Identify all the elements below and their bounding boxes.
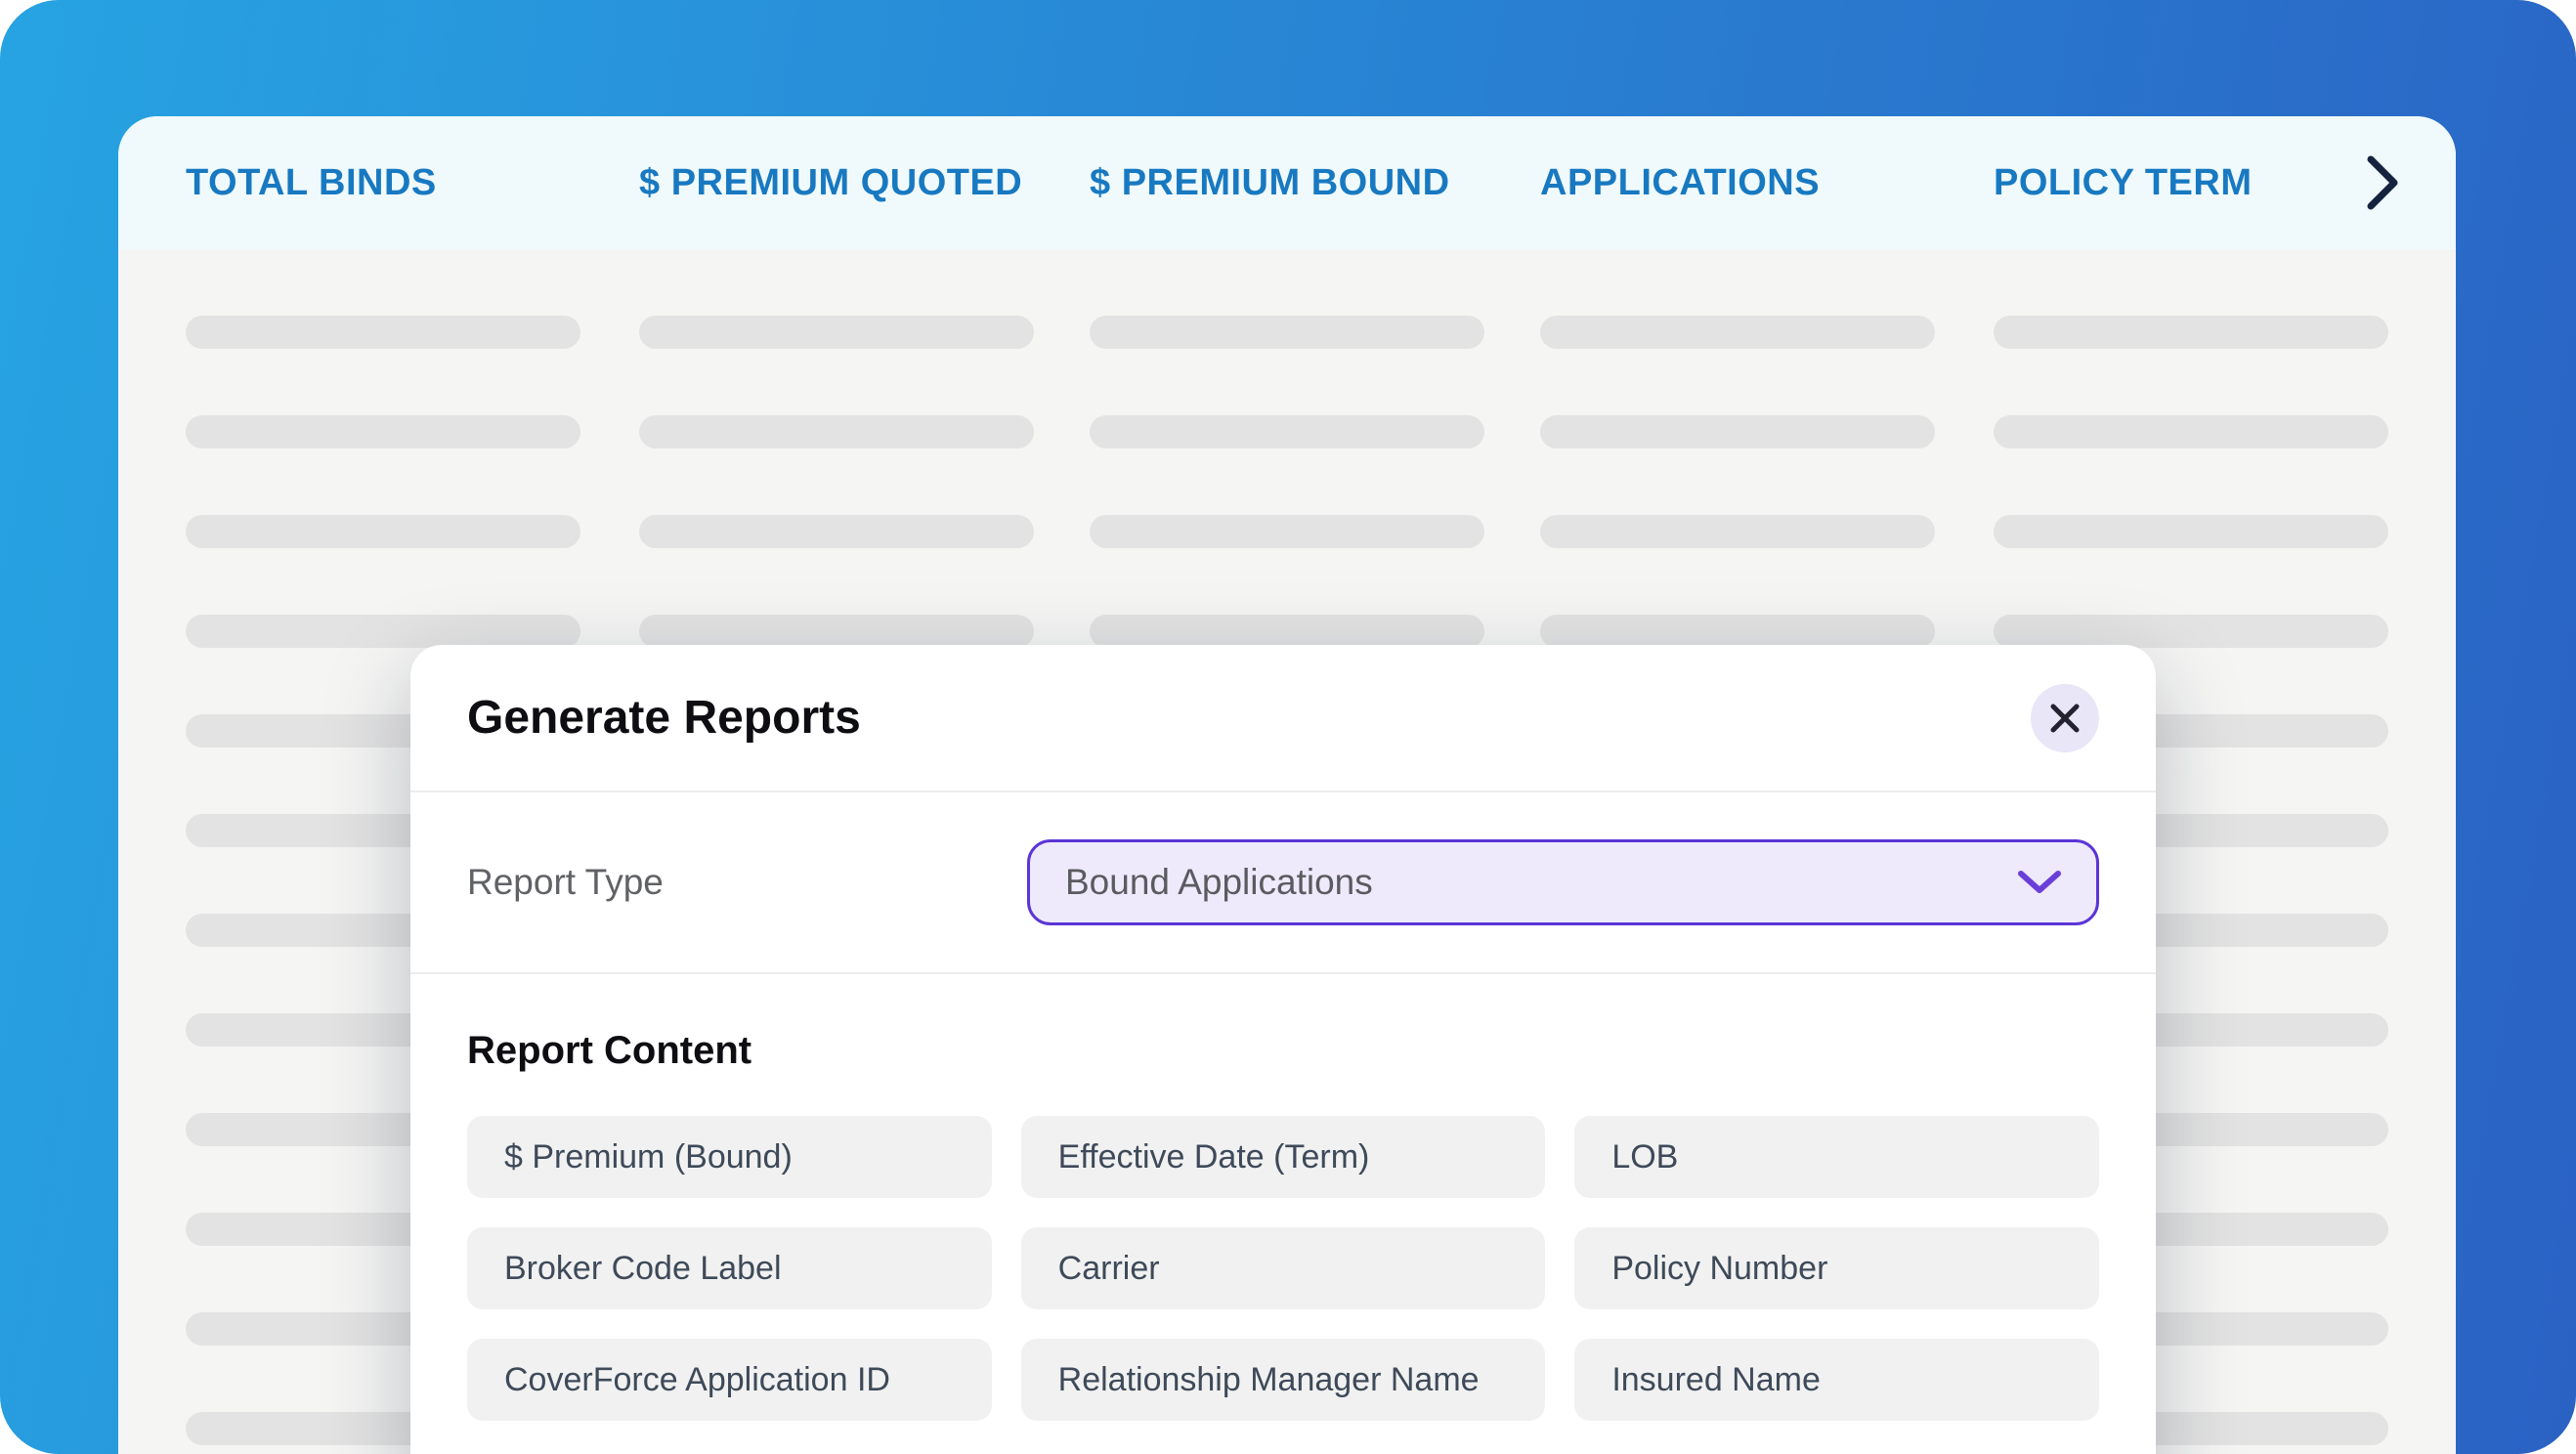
skeleton-pill <box>639 415 1034 449</box>
field-chip-effective-date[interactable]: Effective Date (Term) <box>1020 1116 1546 1198</box>
skeleton-pill <box>186 415 580 449</box>
column-header-total-binds: TOTAL BINDS <box>186 161 437 203</box>
report-type-dropdown[interactable]: Bound Applications <box>1027 839 2099 925</box>
skeleton-pill <box>1090 415 1484 449</box>
table-row <box>118 316 2456 349</box>
skeleton-pill <box>1994 316 2388 349</box>
field-chip-policy-number[interactable]: Policy Number <box>1574 1227 2099 1309</box>
skeleton-pill <box>1090 615 1484 648</box>
report-type-row: Report Type Bound Applications <box>410 792 2156 974</box>
scroll-columns-right-button[interactable] <box>2358 155 2409 210</box>
x-icon <box>2047 701 2082 736</box>
skeleton-pill <box>1540 615 1935 648</box>
field-chip-relationship-manager-name[interactable]: Relationship Manager Name <box>1020 1339 1546 1421</box>
skeleton-pill <box>1994 515 2388 548</box>
report-content-section: Report Content $ Premium (Bound) Effecti… <box>410 974 2156 1421</box>
field-chip-premium-bound[interactable]: $ Premium (Bound) <box>467 1116 992 1198</box>
skeleton-pill <box>1540 515 1935 548</box>
table-row <box>118 415 2456 449</box>
skeleton-pill <box>1540 415 1935 449</box>
skeleton-pill <box>639 316 1034 349</box>
table-row <box>118 515 2456 548</box>
skeleton-pill <box>186 515 580 548</box>
modal-title: Generate Reports <box>467 692 861 744</box>
chevron-down-icon <box>2018 870 2061 895</box>
table-row <box>118 615 2456 648</box>
field-chip-coverforce-application-id[interactable]: CoverForce Application ID <box>467 1339 992 1421</box>
column-header-premium-bound: $ PREMIUM BOUND <box>1090 161 1450 203</box>
report-content-field-grid: $ Premium (Bound) Effective Date (Term) … <box>467 1116 2099 1421</box>
skeleton-pill <box>1994 415 2388 449</box>
skeleton-pill <box>1994 615 2388 648</box>
report-type-label: Report Type <box>467 862 664 902</box>
skeleton-pill <box>1090 316 1484 349</box>
column-header-applications: APPLICATIONS <box>1540 161 1821 203</box>
column-header-premium-quoted: $ PREMIUM QUOTED <box>639 161 1023 203</box>
table-header: TOTAL BINDS $ PREMIUM QUOTED $ PREMIUM B… <box>118 116 2456 249</box>
close-button[interactable] <box>2031 683 2099 752</box>
field-chip-lob[interactable]: LOB <box>1574 1116 2099 1198</box>
chevron-right-icon <box>2367 155 2400 210</box>
skeleton-pill <box>639 515 1034 548</box>
skeleton-pill <box>639 615 1034 648</box>
field-chip-insured-name[interactable]: Insured Name <box>1574 1339 2099 1421</box>
skeleton-pill <box>1540 316 1935 349</box>
skeleton-pill <box>186 316 580 349</box>
skeleton-pill <box>1090 515 1484 548</box>
modal-header: Generate Reports <box>410 645 2156 792</box>
skeleton-pill <box>186 615 580 648</box>
column-header-policy-term: POLICY TERM <box>1994 161 2253 203</box>
field-chip-carrier[interactable]: Carrier <box>1020 1227 1546 1309</box>
field-chip-broker-code-label[interactable]: Broker Code Label <box>467 1227 992 1309</box>
report-content-heading: Report Content <box>467 1029 752 1072</box>
generate-reports-modal: Generate Reports Report Type Bound Appli… <box>410 645 2156 1454</box>
report-type-selected-value: Bound Applications <box>1065 862 1373 902</box>
